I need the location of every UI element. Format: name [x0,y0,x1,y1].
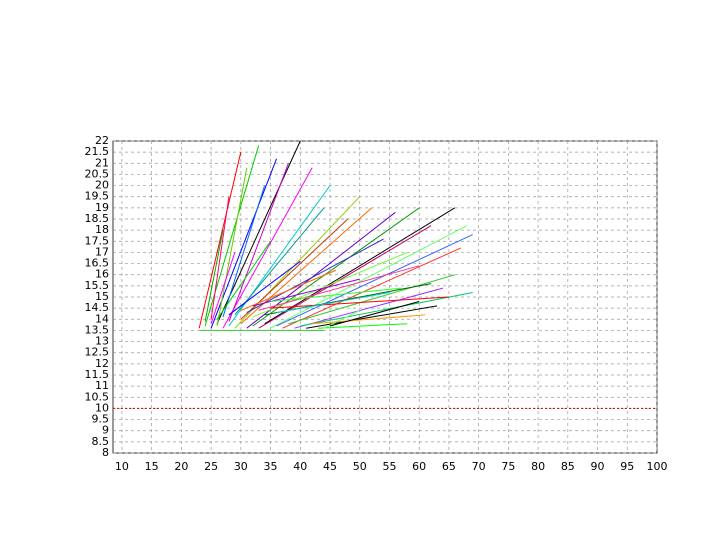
x-tick-label: 45 [323,460,337,473]
y-tick-label: 21 [95,156,109,169]
x-tick-label: 15 [145,460,159,473]
x-tick-label: 30 [234,460,248,473]
x-tick-label: 50 [353,460,367,473]
y-tick-label: 12 [95,357,109,370]
series-line [222,185,266,318]
y-tick-label: 19.5 [85,190,110,203]
series-line [252,207,420,327]
series-line [204,230,224,322]
x-tick-label: 90 [591,460,605,473]
x-tick-label: 10 [115,460,129,473]
y-tick-label: 10 [95,401,109,414]
y-tick-label: 12.5 [85,346,110,359]
series-line [294,287,444,329]
series-line [270,287,402,302]
y-tick-label: 13.5 [85,323,110,336]
x-tick-label: 25 [204,460,218,473]
y-tick-label: 17 [95,245,109,258]
y-tick-label: 20.5 [85,167,110,180]
y-tick-label: 17.5 [85,234,110,247]
series-line [276,234,473,327]
series-line [216,167,248,327]
series-line [234,207,325,316]
series-line [258,265,420,311]
y-tick-label: 13 [95,335,109,348]
series-line [222,167,313,329]
x-tick-label: 35 [264,460,278,473]
series-line [246,238,384,314]
series-line [252,251,408,318]
y-tick-label: 9.5 [92,413,110,426]
y-tick-label: 9 [102,424,109,437]
y-tick-label: 15.5 [85,279,110,292]
series-line [318,323,408,329]
series-line [323,309,360,329]
y-tick-label: 18.5 [85,212,110,225]
series-line [270,225,467,329]
x-tick-label: 75 [501,460,515,473]
series-line [288,274,455,325]
x-tick-label: 40 [293,460,307,473]
x-tick-label: 20 [174,460,188,473]
series-line [276,292,390,314]
series-line [282,247,462,329]
series-line [210,252,236,324]
y-tick-label: 15 [95,290,109,303]
series-line [234,196,361,329]
series-line [210,196,230,320]
y-tick-label: 11.5 [85,368,110,381]
y-tick-label: 10.5 [85,390,110,403]
y-tick-label: 14.5 [85,301,110,314]
x-tick-label: 55 [382,460,396,473]
x-tick-label: 100 [647,460,668,473]
y-tick-label: 22 [95,134,109,147]
y-tick-label: 19 [95,201,109,214]
series-line [240,269,337,311]
x-tick-label: 95 [620,460,634,473]
y-tick-label: 11 [95,379,109,392]
y-tick-label: 18 [95,223,109,236]
y-tick-label: 21.5 [85,145,110,158]
series-line [198,152,242,329]
y-tick-label: 8 [102,446,109,459]
x-tick-label: 70 [472,460,486,473]
series-line [264,207,456,325]
series-line [300,292,473,327]
x-tick-label: 80 [531,460,545,473]
series-line [228,260,301,316]
series-line [216,241,271,320]
x-tick-label: 65 [442,460,456,473]
y-tick-label: 8.5 [92,435,110,448]
x-tick-label: 85 [561,460,575,473]
x-tick-label: 60 [412,460,426,473]
series-line [329,300,420,327]
series-line [306,305,438,329]
series-line [312,314,426,325]
y-tick-label: 14 [95,312,109,325]
y-tick-label: 16 [95,268,109,281]
series-line [270,296,449,309]
y-tick-label: 20 [95,179,109,192]
y-tick-label: 16.5 [85,257,110,270]
series-line [228,163,289,322]
